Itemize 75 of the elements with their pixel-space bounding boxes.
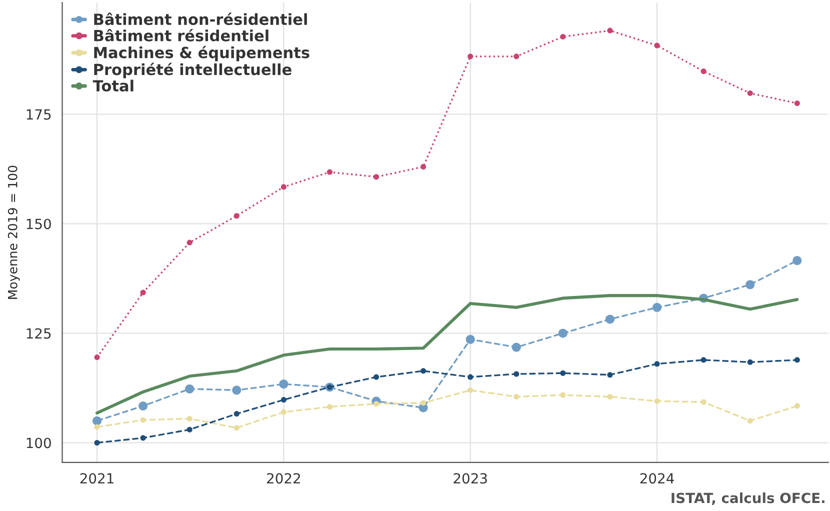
point bbox=[234, 425, 240, 431]
point bbox=[280, 397, 286, 403]
point bbox=[234, 411, 240, 417]
point bbox=[279, 380, 288, 389]
point bbox=[280, 184, 286, 190]
point bbox=[654, 361, 660, 367]
y-tick-label: 125 bbox=[26, 328, 51, 339]
point bbox=[747, 359, 753, 365]
point bbox=[792, 256, 802, 266]
point bbox=[514, 394, 520, 400]
y-tick-label: 150 bbox=[26, 218, 51, 230]
x-tick-label: 2022 bbox=[267, 473, 300, 484]
point bbox=[794, 403, 800, 409]
point bbox=[326, 169, 332, 175]
point bbox=[326, 404, 332, 410]
legend-label: Machines & équipements bbox=[94, 46, 310, 62]
point bbox=[747, 418, 753, 424]
point bbox=[746, 280, 755, 290]
point bbox=[280, 409, 286, 415]
point bbox=[92, 416, 102, 426]
point bbox=[652, 302, 662, 312]
point bbox=[468, 54, 474, 60]
point bbox=[747, 90, 753, 96]
line-series bbox=[95, 294, 799, 414]
point bbox=[138, 401, 148, 410]
point bbox=[466, 334, 475, 344]
point bbox=[94, 424, 100, 430]
point bbox=[512, 342, 521, 352]
y-tick-label: 100 bbox=[26, 438, 51, 448]
point bbox=[420, 368, 426, 374]
legend-label: Propriété intellectuelle bbox=[94, 62, 292, 78]
point bbox=[468, 387, 474, 393]
y-axis-title: Moyenne 2019 = 100 bbox=[8, 166, 20, 299]
legend-label: Bâtiment non-résidentiel bbox=[94, 12, 307, 26]
point bbox=[185, 384, 194, 394]
point bbox=[420, 164, 426, 170]
point bbox=[514, 54, 520, 60]
point bbox=[607, 28, 613, 34]
point bbox=[373, 174, 380, 180]
x-tick-label: 2021 bbox=[80, 473, 114, 484]
point bbox=[794, 100, 800, 106]
point bbox=[560, 34, 566, 40]
point bbox=[373, 374, 380, 380]
point bbox=[607, 394, 613, 400]
point bbox=[607, 372, 613, 378]
point bbox=[234, 213, 240, 219]
point bbox=[420, 400, 426, 406]
point bbox=[558, 328, 568, 338]
point bbox=[94, 354, 100, 360]
point bbox=[140, 435, 146, 441]
point bbox=[186, 426, 192, 432]
x-tick-label: 2023 bbox=[454, 473, 487, 484]
point bbox=[794, 357, 800, 363]
legend-label: Bâtiment résidentiel bbox=[94, 28, 268, 42]
point bbox=[94, 440, 100, 446]
point bbox=[186, 416, 192, 422]
legend-label: Total bbox=[92, 80, 134, 92]
x-tick-label: 2024 bbox=[640, 473, 674, 484]
point bbox=[700, 399, 706, 405]
y-tick-label: 175 bbox=[26, 109, 51, 120]
point bbox=[140, 290, 146, 296]
point bbox=[700, 357, 706, 363]
text: ISTAT, calculs OFCE. bbox=[672, 492, 824, 505]
point bbox=[654, 42, 660, 48]
point bbox=[373, 400, 380, 407]
point bbox=[654, 398, 660, 404]
point bbox=[232, 386, 242, 395]
point bbox=[186, 240, 192, 246]
point bbox=[468, 374, 474, 380]
point bbox=[700, 68, 706, 74]
point bbox=[514, 371, 520, 377]
point bbox=[560, 392, 566, 398]
point bbox=[140, 417, 146, 423]
point bbox=[560, 370, 566, 376]
point bbox=[605, 314, 614, 324]
